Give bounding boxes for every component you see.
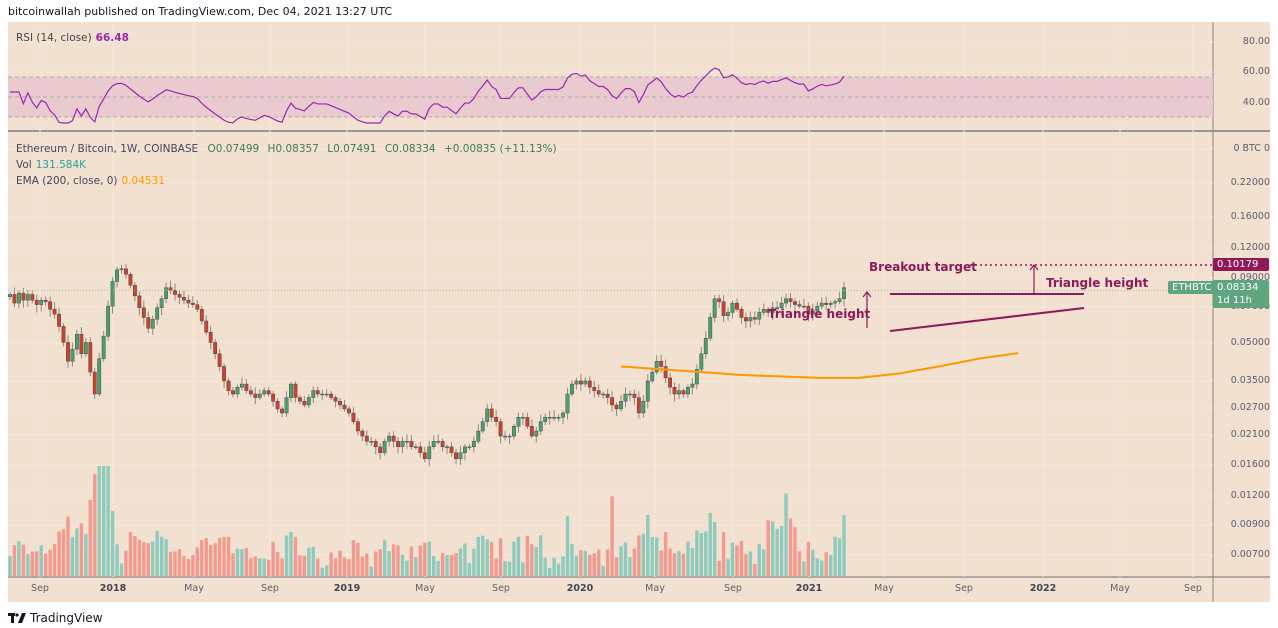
time-axis-label: May [874, 583, 894, 594]
last-price-tag: 0.08334 1d 11h [1213, 280, 1269, 308]
price-axis-tick: 0.16000 [1230, 211, 1270, 222]
ohlc-open: O0.07499 [207, 143, 260, 155]
time-axis-label: 2018 [99, 583, 127, 594]
time-axis-label: Sep [724, 583, 742, 594]
time-axis-label: Sep [492, 583, 510, 594]
rsi-axis-60: 60.00 [1242, 66, 1270, 77]
price-axis-tick: 0.01600 [1230, 459, 1270, 470]
volume-value: 131.584K [35, 159, 87, 171]
ohlc-change: +0.00835 (+11.13%) [443, 143, 557, 155]
chart-area[interactable] [8, 22, 1270, 602]
symbol-title: Ethereum / Bitcoin, 1W, COINBASE [16, 143, 199, 155]
ohlc-low: L0.07491 [327, 143, 377, 155]
time-axis-label: 2020 [566, 583, 594, 594]
rsi-value: 66.48 [95, 32, 129, 44]
triangle-height-label-right[interactable]: Triangle height [1046, 276, 1149, 290]
rsi-legend: RSI (14, close) 66.48 [16, 32, 129, 44]
price-axis-tick: 0.02100 [1230, 429, 1270, 440]
rsi-label: RSI (14, close) [16, 32, 92, 44]
time-axis-label: May [184, 583, 204, 594]
brand-name: TradingView [30, 611, 103, 625]
time-axis-label: Sep [261, 583, 279, 594]
breakout-price-tag: 0.10179 [1213, 258, 1269, 271]
price-axis-tick: 0.05000 [1230, 337, 1270, 348]
ohlc-close: C0.08334 [384, 143, 436, 155]
time-axis-label: May [1110, 583, 1130, 594]
time-axis-label: May [415, 583, 435, 594]
price-axis-tick: 0.03500 [1230, 375, 1270, 386]
tradingview-logo-icon [8, 613, 26, 623]
symbol-legend: Ethereum / Bitcoin, 1W, COINBASE O0.0749… [16, 143, 557, 155]
price-axis-tick: 0.09000 [1230, 272, 1270, 283]
price-axis-tick: 0.00700 [1230, 549, 1270, 560]
currency-label[interactable]: 0 BTC 0 [1233, 143, 1270, 154]
ema-legend: EMA (200, close, 0) 0.04531 [16, 175, 165, 187]
time-axis-label: 2019 [333, 583, 361, 594]
time-axis-label: 2021 [795, 583, 823, 594]
time-axis-label: 2022 [1029, 583, 1057, 594]
price-axis-tick: 0.02700 [1230, 402, 1270, 413]
time-axis-label: Sep [31, 583, 49, 594]
rsi-axis-80: 80.00 [1242, 36, 1270, 47]
time-axis-label: Sep [1184, 583, 1202, 594]
last-price: 0.08334 [1217, 282, 1259, 293]
rsi-axis-40: 40.00 [1242, 97, 1270, 108]
time-axis-label: Sep [955, 583, 973, 594]
price-axis-tick: 0.12000 [1230, 242, 1270, 253]
price-axis-tick: 0.00900 [1230, 519, 1270, 530]
price-axis-tick: 0.22000 [1230, 177, 1270, 188]
ohlc-high: H0.08357 [267, 143, 319, 155]
symbol-tag: ETHBTC [1168, 281, 1216, 294]
breakout-target-label[interactable]: Breakout target [869, 260, 977, 274]
ema-value: 0.04531 [121, 175, 165, 187]
volume-legend: Vol 131.584K [16, 159, 86, 171]
ema-label: EMA (200, close, 0) [16, 175, 118, 187]
time-axis-label: May [645, 583, 665, 594]
publish-info: bitcoinwallah published on TradingView.c… [8, 5, 393, 18]
price-axis-tick: 0.01200 [1230, 490, 1270, 501]
volume-label: Vol [16, 159, 32, 171]
triangle-height-label-left[interactable]: Triangle height [768, 307, 871, 321]
tradingview-logo[interactable]: TradingView [8, 611, 103, 625]
bar-countdown: 1d 11h [1217, 295, 1252, 306]
